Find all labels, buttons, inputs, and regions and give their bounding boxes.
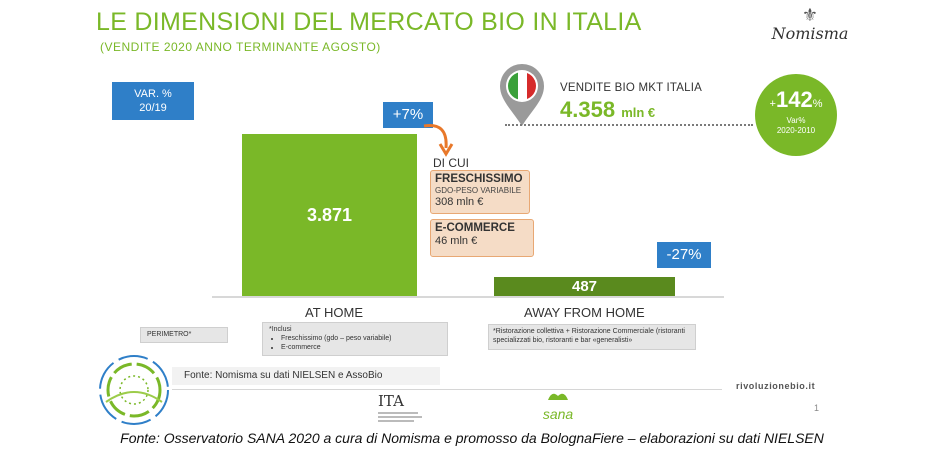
page-title: LE DIMENSIONI DEL MERCATO BIO IN ITALIA — [96, 8, 642, 36]
freschissimo-box: FRESCHISSIMO GDO-PESO VARIABILE 308 mln … — [430, 170, 530, 214]
bar-at-home-value: 3.871 — [306, 205, 353, 225]
freschissimo-sub: GDO-PESO VARIABILE — [435, 186, 522, 195]
note-at-home: *Inclusi Freschissimo (gdo – peso variab… — [262, 322, 448, 356]
vendite-label: VENDITE BIO MKT ITALIA — [560, 82, 703, 94]
vendite-value: 4.358 mln € — [560, 97, 655, 123]
source-caption: Fonte: Osservatorio SANA 2020 a cura di … — [120, 430, 824, 446]
di-cui-label: DI CUI — [433, 156, 469, 170]
note-home-intro: *Inclusi — [269, 326, 292, 333]
nomisma-logo: ⚜ Nomisma — [740, 6, 880, 50]
var-label-line1: VAR. % — [134, 88, 172, 100]
note-away: *Ristorazione collettiva + Ristorazione … — [488, 324, 696, 350]
perimetro-label: PERIMETRO* — [140, 327, 228, 343]
ecommerce-box: E-COMMERCE 46 mln € — [430, 219, 534, 257]
freschissimo-title: FRESCHISSIMO — [435, 173, 523, 185]
curved-arrow-icon — [423, 123, 454, 157]
ita-logo: ITA — [378, 392, 404, 410]
italy-flag-pin-icon — [500, 64, 544, 126]
growth-label2: 2020-2010 — [776, 126, 816, 135]
growth-pct: % — [812, 98, 823, 110]
var-label-line2: 20/19 — [139, 102, 167, 114]
page-number: 1 — [814, 403, 820, 413]
ita-logo-tagline-icon — [378, 412, 422, 422]
change-badge-at-home: +7% — [383, 102, 433, 128]
category-label-away: AWAY FROM HOME — [524, 305, 645, 320]
nomisma-wordmark: Nomisma — [771, 24, 849, 43]
footer-divider — [172, 389, 722, 390]
note-home-item: Freschissimo (gdo – peso variabile) — [281, 334, 441, 343]
vendite-unit: mln € — [621, 105, 656, 120]
sana-logo: sana — [540, 389, 576, 421]
dotted-divider — [505, 124, 753, 126]
sana-wordmark: sana — [542, 406, 574, 422]
bar-away-from-home: 487 — [494, 277, 675, 297]
fonte-box: Fonte: Nomisma su dati NIELSEN e AssoBio — [172, 367, 440, 385]
site-label: rivoluzionebio.it — [736, 381, 816, 391]
growth-value: 142 — [775, 87, 813, 112]
bar-at-home: 3.871 — [242, 134, 417, 297]
ecommerce-value: 46 mln € — [435, 235, 478, 247]
ecommerce-title: E-COMMERCE — [435, 222, 515, 234]
var-label-box: VAR. % 20/19 — [112, 82, 194, 120]
category-label-at-home: AT HOME — [305, 305, 364, 320]
nomisma-emblem-icon: ⚜ — [801, 5, 819, 25]
bar-away-value: 487 — [571, 278, 598, 295]
freschissimo-value: 308 mln € — [435, 196, 484, 208]
change-badge-away: -27% — [657, 242, 711, 268]
sana-leaf-icon — [548, 393, 568, 400]
page-subtitle: (VENDITE 2020 ANNO TERMINANTE AGOSTO) — [100, 40, 381, 54]
bio-circle-logo-icon — [99, 355, 169, 425]
chart-baseline — [212, 296, 724, 298]
note-home-item: E-commerce — [281, 343, 441, 352]
growth-circle: +142% Var% 2020-2010 — [755, 74, 837, 156]
growth-plus: + — [769, 98, 776, 110]
vendite-number: 4.358 — [560, 97, 616, 122]
growth-label1: Var% — [786, 116, 806, 125]
